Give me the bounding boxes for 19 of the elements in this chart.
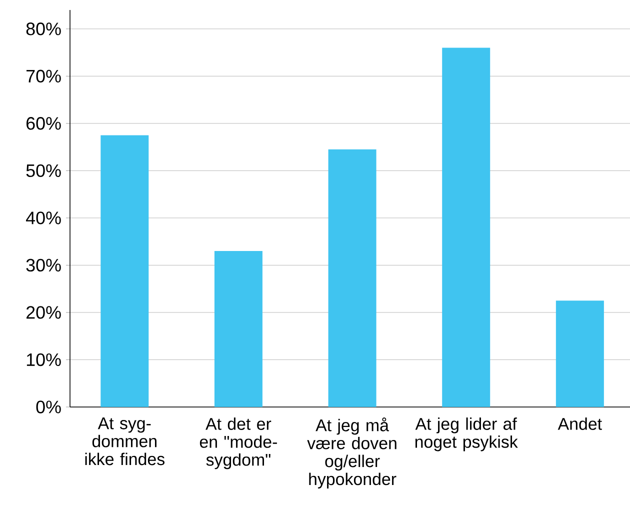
- y-tick-label: 40%: [26, 212, 61, 224]
- bar: [214, 251, 262, 407]
- y-tick-label: 70%: [26, 70, 61, 83]
- x-tick-label: Andet: [558, 418, 602, 430]
- y-tick-label: 60%: [26, 117, 61, 130]
- y-tick-label: 80%: [26, 22, 61, 36]
- y-tick-label: 20%: [26, 306, 61, 319]
- bar: [100, 135, 149, 407]
- y-tick-label: 30%: [26, 258, 61, 272]
- y-tick-label: 50%: [26, 164, 61, 178]
- x-tick-label: At syg-dommen ikke findes: [85, 417, 164, 466]
- y-tick-label: 0%: [36, 400, 61, 414]
- x-tick-label: At det er en "mode-sygdom": [200, 418, 277, 470]
- x-tick-label: At jeg lider af noget psykisk: [415, 418, 518, 452]
- x-tick-label: At jeg må være doven og/eller hypokonder: [307, 418, 396, 488]
- bar: [328, 149, 376, 407]
- bar: [556, 300, 604, 407]
- y-tick-label: 10%: [26, 353, 61, 366]
- bar: [442, 48, 490, 407]
